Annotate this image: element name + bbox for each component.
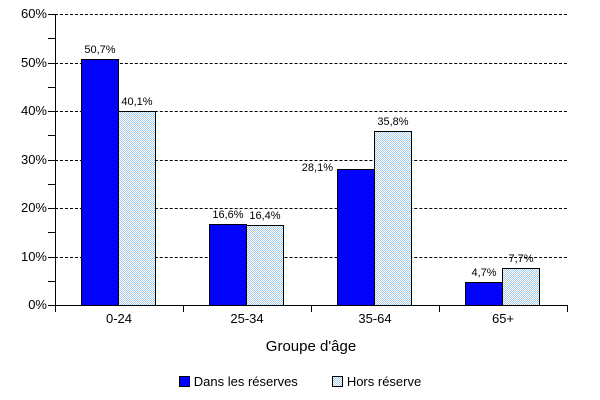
bar-dans-les-r-serves-65+ xyxy=(465,282,503,306)
bar-value-label: 40,1% xyxy=(121,95,153,108)
y-axis-tick xyxy=(48,111,55,112)
y-axis-label: 50% xyxy=(20,54,47,70)
gridline-20 xyxy=(55,208,567,209)
x-axis-tick xyxy=(183,306,184,312)
y-axis-tick xyxy=(48,135,55,137)
legend-swatch-icon xyxy=(178,376,190,387)
bar-dans-les-r-serves-35-64 xyxy=(337,168,375,306)
legend-item-dans-les-r-serves: Dans les réserves xyxy=(178,374,298,389)
bar-hors-r-serve-35-64 xyxy=(374,131,412,306)
bar-value-label: 7,7% xyxy=(508,252,534,265)
legend-label: Hors réserve xyxy=(346,374,422,389)
legend: Dans les réserves Hors réserve xyxy=(0,374,600,389)
legend-swatch-icon xyxy=(331,376,343,387)
x-axis-tick xyxy=(439,306,440,312)
x-axis-label: 35-64 xyxy=(358,311,392,326)
y-axis-tick xyxy=(48,305,55,306)
bar-value-label: 35,8% xyxy=(377,116,409,129)
y-axis-tick xyxy=(48,38,55,40)
bar-value-label: 4,7% xyxy=(471,267,497,280)
y-axis-tick xyxy=(48,14,55,15)
y-axis-label: 0% xyxy=(28,297,47,312)
y-axis-tick xyxy=(48,159,55,161)
bar-hors-r-serve-0-24 xyxy=(118,110,156,306)
y-axis-tick xyxy=(48,280,55,282)
bar-dans-les-r-serves-25-34 xyxy=(209,224,247,306)
y-axis-tick xyxy=(48,256,55,258)
x-axis-line xyxy=(55,305,568,306)
bar-hors-r-serve-65+ xyxy=(502,267,540,306)
y-axis-tick xyxy=(48,62,55,64)
y-axis-tick xyxy=(48,232,55,234)
y-axis-line xyxy=(55,14,56,306)
x-axis-tick xyxy=(567,306,568,312)
y-axis-label: 30% xyxy=(20,151,47,167)
y-axis-label: 40% xyxy=(20,103,47,118)
bar-value-label: 16,4% xyxy=(249,210,281,223)
bar-value-label: 28,1% xyxy=(301,161,333,174)
y-axis-tick xyxy=(48,183,55,185)
bar-value-label: 50,7% xyxy=(84,44,116,57)
x-axis-label: 0-24 xyxy=(105,311,133,326)
bar-value-label: 16,6% xyxy=(212,209,244,222)
legend-label: Dans les réserves xyxy=(193,374,298,389)
gridline-40 xyxy=(55,111,567,112)
y-axis-tick xyxy=(48,86,55,88)
bar-hors-r-serve-25-34 xyxy=(246,225,284,306)
x-axis-label: 65+ xyxy=(491,311,515,326)
y-axis-label: 10% xyxy=(20,248,47,264)
gridline-60 xyxy=(55,14,567,15)
gridline-50 xyxy=(55,62,567,64)
x-axis-title: Groupe d'âge xyxy=(265,338,357,355)
y-axis-label: 20% xyxy=(20,200,47,215)
x-axis-label: 25-34 xyxy=(230,311,264,326)
x-axis-tick xyxy=(311,306,312,312)
x-axis-tick xyxy=(55,306,56,312)
y-axis-tick xyxy=(48,208,55,209)
gridline-10 xyxy=(55,256,567,258)
y-axis-label: 60% xyxy=(20,6,47,21)
gridline-30 xyxy=(55,159,567,161)
legend-item-hors-r-serve: Hors réserve xyxy=(331,374,422,389)
